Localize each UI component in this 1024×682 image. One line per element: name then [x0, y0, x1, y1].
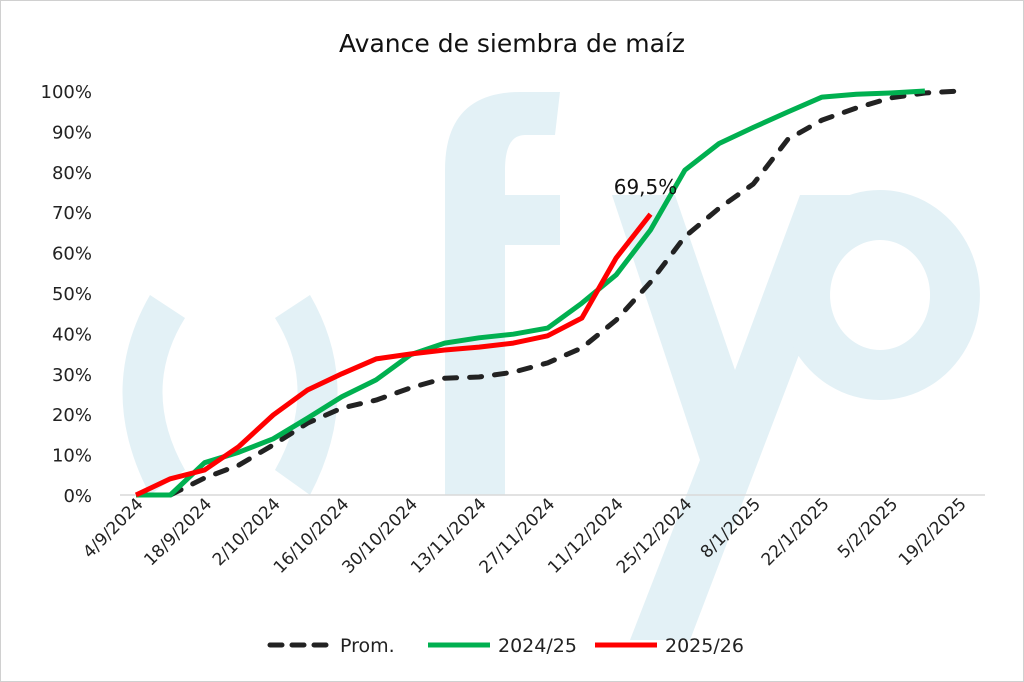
watermark-letter-o	[779, 190, 980, 400]
series-line-2025-26	[134, 212, 653, 498]
y-tick-label: 50%	[52, 284, 92, 305]
y-tick-label: 10%	[52, 446, 92, 467]
x-tick-label: 18/9/2024	[140, 494, 216, 570]
series-line-2024-25	[136, 88, 926, 498]
x-tick-label: 5/2/2025	[834, 494, 902, 562]
legend-label: 2024/25	[498, 635, 577, 657]
x-tick-label: 2/10/2024	[209, 494, 285, 570]
y-tick-label: 60%	[52, 244, 92, 265]
x-tick-label: 19/2/2025	[895, 494, 971, 570]
legend-item: 2025/26	[595, 635, 744, 657]
watermark-paren-right	[275, 295, 338, 495]
y-tick-label: 40%	[52, 324, 92, 345]
y-tick-label: 0%	[63, 486, 92, 507]
y-tick-label: 30%	[52, 365, 92, 386]
y-tick-label: 70%	[52, 203, 92, 224]
watermark-letter-f	[445, 92, 560, 495]
watermark-logo	[122, 92, 980, 640]
y-tick-label: 100%	[41, 82, 92, 103]
series-line-prom-	[167, 88, 962, 498]
y-tick-label: 20%	[52, 405, 92, 426]
legend-item: 2024/25	[428, 635, 577, 657]
y-tick-label: 80%	[52, 163, 92, 184]
chart-title: Avance de siembra de maíz	[339, 29, 685, 58]
legend-item: Prom.	[267, 635, 395, 657]
watermark-paren-left	[122, 295, 185, 495]
y-tick-label: 90%	[52, 122, 92, 143]
legend-label: 2025/26	[665, 635, 744, 657]
annotation-label: 69,5%	[614, 175, 678, 199]
legend-label: Prom.	[340, 635, 395, 657]
x-tick-label: 22/1/2025	[758, 494, 834, 570]
